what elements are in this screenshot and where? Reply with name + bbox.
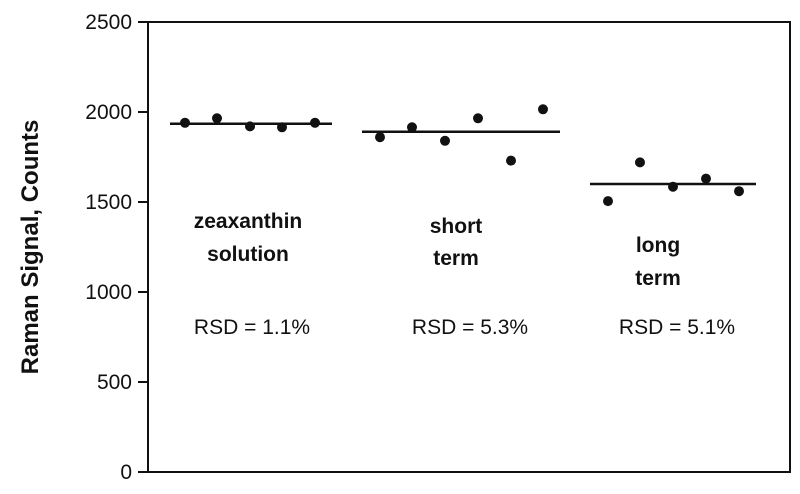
data-point: [538, 104, 548, 115]
data-point: [375, 132, 385, 143]
group-label: term: [433, 247, 479, 270]
group-label: solution: [207, 243, 289, 266]
y-tick-label: 2500: [85, 11, 132, 34]
data-point: [701, 173, 711, 184]
group-label: zeaxanthin: [194, 210, 303, 233]
data-point: [212, 113, 222, 124]
data-point: [668, 181, 678, 192]
data-point: [180, 117, 190, 128]
y-tick-label: 1500: [85, 191, 132, 214]
plot-frame: [147, 21, 791, 473]
data-point: [310, 117, 320, 128]
y-tick-label: 2000: [85, 101, 132, 124]
y-axis-title: Raman Signal, Counts: [17, 120, 44, 375]
rsd-label: RSD = 5.1%: [619, 316, 735, 339]
y-tick-label: 0: [120, 461, 132, 484]
data-point: [734, 186, 744, 197]
group-label: short: [430, 215, 483, 238]
data-point: [245, 121, 255, 132]
group-label: long: [636, 234, 680, 257]
y-axis: 0 500 1000 1500 2000 2500: [85, 11, 148, 484]
y-tick-label: 500: [97, 371, 132, 394]
data-group: short term RSD = 5.3%: [362, 104, 560, 339]
y-tick-label: 1000: [85, 281, 132, 304]
data-point: [277, 122, 287, 133]
data-groups: zeaxanthin solution RSD = 1.1% short term RSD…: [170, 104, 756, 339]
data-point: [506, 155, 516, 166]
data-group: zeaxanthin solution RSD = 1.1%: [170, 113, 332, 339]
group-label: term: [635, 267, 681, 290]
data-point: [440, 135, 450, 146]
data-group: long term RSD = 5.1%: [590, 157, 756, 339]
rsd-label: RSD = 1.1%: [194, 316, 310, 339]
rsd-label: RSD = 5.3%: [412, 316, 528, 339]
data-point: [473, 113, 483, 124]
data-point: [635, 157, 645, 168]
data-point: [407, 122, 417, 133]
data-point: [603, 196, 613, 207]
